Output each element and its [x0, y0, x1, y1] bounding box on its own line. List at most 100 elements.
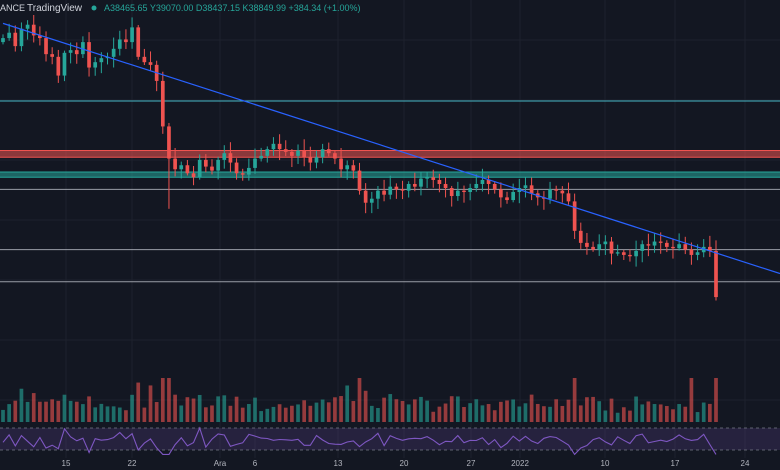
- x-tick-label: 10: [601, 459, 610, 468]
- volume-bar: [25, 401, 30, 422]
- volume-bar: [640, 404, 645, 422]
- candles: [1, 14, 718, 301]
- volume-bar: [74, 401, 79, 422]
- candle-body: [363, 190, 368, 203]
- candle-body: [44, 38, 48, 55]
- candle-body: [591, 246, 595, 250]
- volume-bar: [456, 396, 460, 422]
- volume-bar: [290, 405, 294, 422]
- candle-body: [474, 183, 479, 188]
- volume-bar: [474, 399, 479, 422]
- candle-body: [351, 165, 356, 171]
- volume-bar: [591, 396, 595, 422]
- volume-bar: [197, 394, 202, 422]
- volume-bar: [185, 397, 190, 422]
- volume-bar: [87, 396, 91, 422]
- candle-body: [283, 149, 288, 152]
- candle-body: [566, 193, 571, 202]
- candle-body: [462, 190, 466, 193]
- volume-bar: [449, 396, 454, 422]
- volume-bar: [234, 396, 239, 422]
- volume-bar: [535, 403, 540, 422]
- status-dot-icon: [91, 5, 97, 11]
- volume-bar: [167, 378, 171, 422]
- volume-bar: [105, 406, 110, 422]
- candle-body: [68, 50, 73, 53]
- volume-bar: [646, 401, 651, 422]
- candle-body: [499, 189, 503, 198]
- candle-body: [210, 166, 214, 171]
- volume-bar: [597, 401, 602, 422]
- candle-body: [185, 165, 190, 174]
- candle-body: [1, 38, 5, 43]
- candle-body: [628, 254, 632, 257]
- volume-bar: [228, 405, 233, 422]
- candle-body: [437, 179, 442, 184]
- candle-body: [412, 183, 417, 187]
- candle-body: [271, 143, 276, 150]
- volume-bar: [351, 401, 356, 422]
- candle-body: [81, 42, 85, 55]
- candle-body: [572, 201, 577, 231]
- candle-body: [314, 157, 319, 163]
- candle-body: [357, 170, 362, 191]
- volume-bar: [339, 396, 343, 422]
- candle-body: [646, 244, 651, 246]
- candle-body: [31, 24, 36, 36]
- volume-bar: [191, 398, 196, 422]
- volume-bar: [253, 397, 257, 422]
- volume-bar: [548, 406, 552, 422]
- volume-bar: [517, 406, 522, 422]
- candle-body: [714, 250, 718, 298]
- candle-body: [511, 192, 516, 201]
- volume-bar: [523, 403, 528, 422]
- volume-bar: [38, 401, 42, 422]
- candle-body: [13, 32, 18, 47]
- candle-body: [290, 151, 294, 156]
- x-tick-label: 24: [741, 459, 750, 468]
- volume-bar: [431, 411, 436, 422]
- volume-bar: [369, 405, 374, 422]
- candle-body: [708, 246, 712, 251]
- candle-body: [652, 241, 657, 246]
- volume-bar: [708, 403, 712, 422]
- candle-body: [677, 244, 681, 249]
- candle-body: [142, 56, 147, 63]
- volume-bar: [486, 404, 491, 422]
- candle-body: [376, 190, 380, 199]
- candle-body: [136, 27, 141, 57]
- candle-body: [333, 153, 337, 159]
- candle-body: [93, 62, 98, 68]
- volume-bar: [345, 385, 350, 422]
- header: ANCE TradingView A38465.65 Y39070.00 D38…: [0, 3, 361, 14]
- volume-bar: [117, 407, 122, 422]
- x-tick-label: 15: [62, 459, 71, 468]
- candle-body: [658, 241, 663, 243]
- candle-body: [179, 165, 184, 170]
- volume-bar: [1, 409, 5, 422]
- volume-bar: [124, 410, 128, 422]
- volume-bar: [658, 404, 663, 422]
- candle-body: [308, 157, 313, 163]
- candle-body: [615, 252, 620, 254]
- volume-bar: [314, 402, 319, 422]
- volume-bar: [468, 403, 472, 422]
- volume-bar: [179, 405, 184, 422]
- volume-bar: [148, 385, 153, 422]
- candle-body: [130, 27, 134, 43]
- volume-bar: [210, 405, 214, 422]
- volume-bar: [689, 378, 694, 422]
- candle-body: [548, 189, 552, 199]
- volume-bar: [68, 400, 73, 422]
- volume-bar: [320, 399, 325, 422]
- volume-bar: [382, 397, 386, 422]
- candle-body: [87, 42, 91, 68]
- x-tick-label: 20: [400, 459, 409, 468]
- candle-body: [683, 244, 688, 250]
- volume-bar: [19, 388, 24, 422]
- x-tick-label: Ara: [214, 459, 227, 468]
- candle-body: [265, 149, 270, 156]
- candle-body: [400, 189, 405, 191]
- volume-bar: [50, 399, 55, 422]
